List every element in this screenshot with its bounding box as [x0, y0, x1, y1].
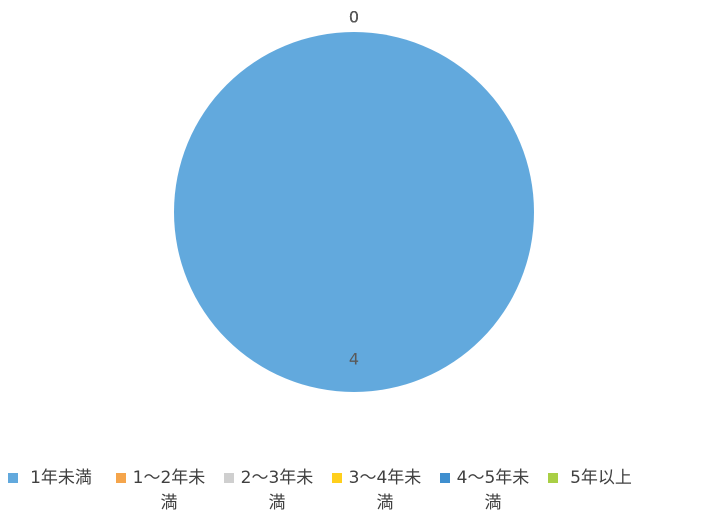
pie-slice: [174, 32, 534, 392]
legend-swatch: [548, 473, 558, 483]
legend-item: 1年未満: [8, 466, 100, 516]
legend-item: 3～4年未満: [332, 466, 424, 516]
legend-swatch: [332, 473, 342, 483]
legend-label: 5年以上: [570, 468, 632, 488]
data-label: 0: [349, 8, 359, 27]
legend-item: 2～3年未満: [224, 466, 316, 516]
legend-label: 1～2年未満: [132, 468, 206, 513]
data-label: 0: [349, 8, 359, 27]
legend-swatch: [116, 473, 126, 483]
legend-label: 4～5年未満: [456, 468, 530, 513]
legend-swatch: [440, 473, 450, 483]
legend-label: 3～4年未満: [348, 468, 422, 513]
legend: 1年未満 1～2年未満 2～3年未満 3～4年未満 4～5年未満 5年以上: [8, 466, 708, 516]
legend-item: 1～2年未満: [116, 466, 208, 516]
data-label: 0: [349, 8, 359, 27]
data-label: 0: [349, 8, 359, 27]
legend-item: 5年以上: [548, 466, 640, 516]
data-label: 4: [349, 350, 359, 369]
legend-swatch: [8, 473, 18, 483]
data-label: 0: [349, 8, 359, 27]
legend-label: 1年未満: [30, 468, 92, 488]
legend-swatch: [224, 473, 234, 483]
legend-item: 4～5年未満: [440, 466, 532, 516]
legend-label: 2～3年未満: [240, 468, 314, 513]
